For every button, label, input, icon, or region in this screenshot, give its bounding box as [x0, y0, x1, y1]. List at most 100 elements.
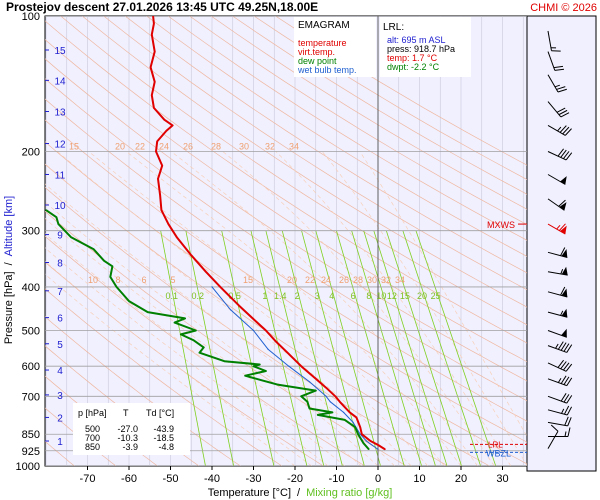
wind-barb-pennant: [561, 288, 568, 297]
wind-barb-flag: [565, 363, 573, 372]
wind-barb-flag: [563, 151, 570, 159]
wind-barb: [547, 341, 573, 353]
series-point: [359, 433, 361, 435]
wind-barb: [547, 308, 568, 318]
adiabat-label: 32: [265, 141, 275, 151]
wind-barb-flag: [566, 344, 573, 353]
adiabat-label: 26: [183, 141, 193, 151]
wind-barb-flag: [556, 107, 566, 113]
mixing-ratio-line: [351, 230, 423, 466]
wind-barb-pennant: [560, 176, 567, 185]
series-point: [325, 395, 327, 397]
mixing-ratio-label: 25: [431, 291, 441, 301]
adiabat-label: 20: [287, 275, 297, 285]
mixing-ratio-label: 12: [387, 291, 397, 301]
series-point: [349, 411, 351, 413]
wind-barb-flag: [560, 361, 567, 370]
series-point: [265, 370, 267, 372]
wind-barb: [547, 51, 565, 71]
wind-barb-flag: [563, 362, 570, 371]
dry-adiabat: [45, 39, 527, 363]
series-point: [160, 209, 162, 211]
wind-barb-pennant: [561, 308, 568, 318]
legend-item: dew point: [298, 56, 337, 66]
adiabat-label: 28: [211, 141, 221, 151]
series-point: [211, 286, 213, 288]
series-point: [267, 348, 269, 350]
mixing-ratio-label: 0.2: [191, 291, 204, 301]
lrl-marker-label: LRL: [488, 440, 503, 449]
wind-barb: [547, 223, 567, 235]
wind-barb-flag: [564, 128, 572, 136]
wind-barb-flag: [567, 427, 571, 437]
wind-barb-flag: [563, 376, 570, 385]
pressure-tick-label: 700: [22, 391, 40, 403]
lrl-heading: LRL:: [383, 22, 404, 33]
series-point: [157, 178, 159, 180]
wind-barb-shaft: [547, 30, 552, 51]
wind-barb-shaft: [547, 51, 556, 71]
wind-barb-flag: [559, 125, 567, 133]
wind-barb: [547, 198, 567, 211]
adiabat-label: 32: [381, 275, 391, 285]
table-header-td: Td [°C]: [146, 408, 174, 418]
series-point: [331, 411, 333, 413]
wind-column: [526, 15, 597, 472]
moist-adiabat: [321, 151, 527, 466]
mxws-label: MXWS: [487, 220, 515, 230]
series-point: [111, 265, 113, 267]
wind-barb-shaft: [547, 124, 566, 136]
adiabat-label: 15: [69, 141, 79, 151]
temperature-tick-label: -70: [80, 473, 96, 485]
series-point: [45, 209, 47, 211]
wind-barb-shaft: [547, 431, 559, 449]
series-point: [167, 223, 169, 225]
wind-barb-shaft: [547, 151, 567, 161]
mixing-ratio-line: [373, 230, 448, 466]
series-point: [151, 94, 153, 96]
pressure-tick-label: 300: [22, 226, 40, 238]
adiabat-label: 34: [289, 141, 299, 151]
altitude-tick-label: 5: [57, 340, 63, 351]
lrl-line: temp: 1.7 °C: [387, 53, 438, 63]
altitude-tick-label: 9: [57, 231, 63, 242]
wind-barb-flag: [562, 126, 570, 135]
altitude-tick-label: 2: [57, 413, 63, 424]
adiabat-label: 26: [339, 275, 349, 285]
series-point: [55, 216, 58, 218]
series-point: [308, 407, 311, 410]
mixing-ratio-label: 6: [351, 291, 356, 301]
wind-barb-halfflag: [556, 224, 561, 230]
mixing-ratio-line: [363, 230, 436, 466]
series-point: [161, 165, 163, 167]
series-point: [176, 236, 178, 238]
series-point: [205, 271, 207, 273]
wind-barb-pennant: [560, 225, 567, 235]
moist-adiabat: [45, 247, 329, 466]
wind-barb-halfflag: [557, 377, 562, 383]
series-point: [153, 107, 155, 109]
wind-barb-flag: [557, 341, 564, 350]
wind-barb-flag: [560, 149, 567, 158]
altitude-tick-label: 14: [54, 76, 66, 87]
y-axis-pressure-label: Pressure [hPa]: [3, 271, 15, 344]
lrl-line: alt: 695 m ASL: [387, 35, 446, 45]
wind-barb-flag: [558, 109, 568, 116]
mixing-ratio-label: 15: [400, 291, 410, 301]
pressure-tick-label: 400: [22, 282, 40, 294]
series-point: [93, 248, 95, 250]
series-point: [359, 426, 361, 428]
mixing-ratio-label: 0.1: [166, 291, 179, 301]
wind-barb: [547, 393, 573, 404]
table-cell: -10.3: [117, 433, 138, 443]
wind-barb-shaft: [547, 330, 567, 338]
temperature-tick-label: -40: [204, 473, 220, 485]
temperature-axis: -70 -60 -50 -40 -30 -20 -10 0 10 20 30: [80, 466, 509, 485]
series-point: [184, 317, 186, 319]
pressure-tick-label: 850: [22, 429, 40, 441]
series-point: [115, 286, 118, 288]
sounding-profiles: [45, 16, 386, 451]
series-point: [355, 416, 357, 418]
series-point: [230, 309, 232, 311]
